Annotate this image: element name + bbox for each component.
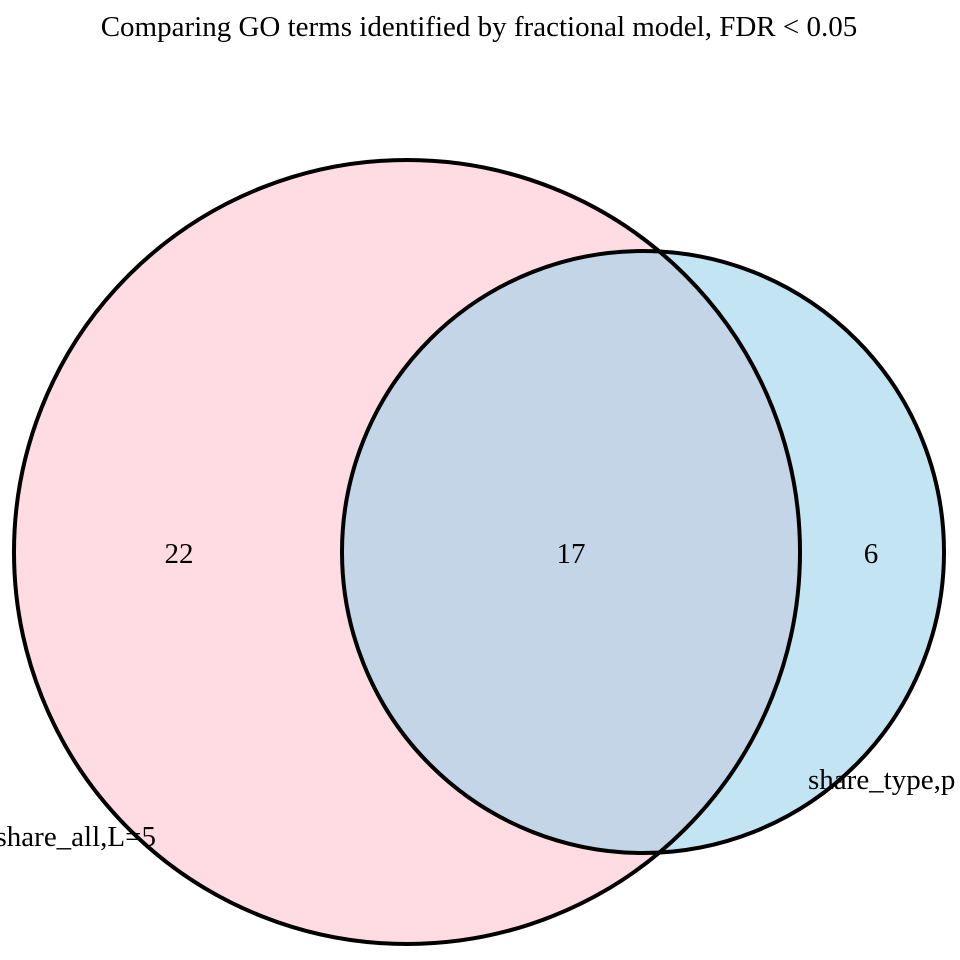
set-b-outline xyxy=(340,249,946,855)
overlap-count: 17 xyxy=(557,538,586,570)
diagram-title: Comparing GO terms identified by fractio… xyxy=(101,11,858,43)
set-a-outline xyxy=(12,158,802,946)
set-b-label: share_type,p xyxy=(808,764,955,796)
set-b-only-count: 6 xyxy=(864,538,879,570)
set-a-label: share_all,L=5 xyxy=(0,821,156,853)
set-a-only-count: 22 xyxy=(165,538,194,570)
